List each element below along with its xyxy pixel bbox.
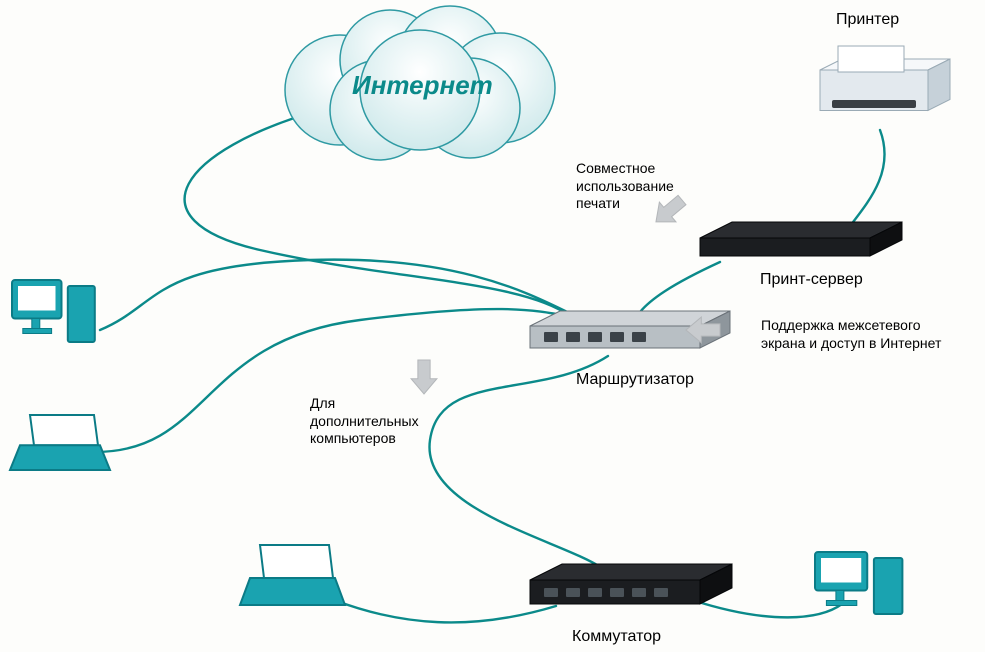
pc-bottom-right-icon <box>815 552 902 614</box>
wire-pc-router <box>100 260 580 330</box>
wire-printer-ps <box>850 130 885 226</box>
label-printer: Принтер <box>836 10 899 30</box>
cloud-label: Интернет <box>352 70 493 101</box>
print-server-icon <box>700 222 902 256</box>
printer-icon <box>820 46 950 111</box>
wire-switch-laptopbl <box>334 600 556 622</box>
wire-ps-router <box>640 262 720 312</box>
wire-switch-pcbr <box>692 600 842 617</box>
label-switch: Коммутатор <box>572 627 661 647</box>
diagram-stage: Интернет Принтер Принт-сервер Маршрутиза… <box>0 0 985 652</box>
arrow-extra-pcs <box>411 360 437 394</box>
switch-icon <box>530 564 732 604</box>
label-share-print: Совместное использование печати <box>576 160 674 213</box>
label-print-server: Принт-сервер <box>760 270 863 290</box>
label-extra-pcs: Для дополнительных компьютеров <box>310 395 419 448</box>
laptop-left-icon <box>10 415 110 470</box>
label-firewall: Поддержка межсетевого экрана и доступ в … <box>761 317 941 352</box>
pc-left-icon <box>12 280 95 342</box>
label-router: Маршрутизатор <box>576 370 694 390</box>
laptop-bottom-left-icon <box>240 545 345 605</box>
